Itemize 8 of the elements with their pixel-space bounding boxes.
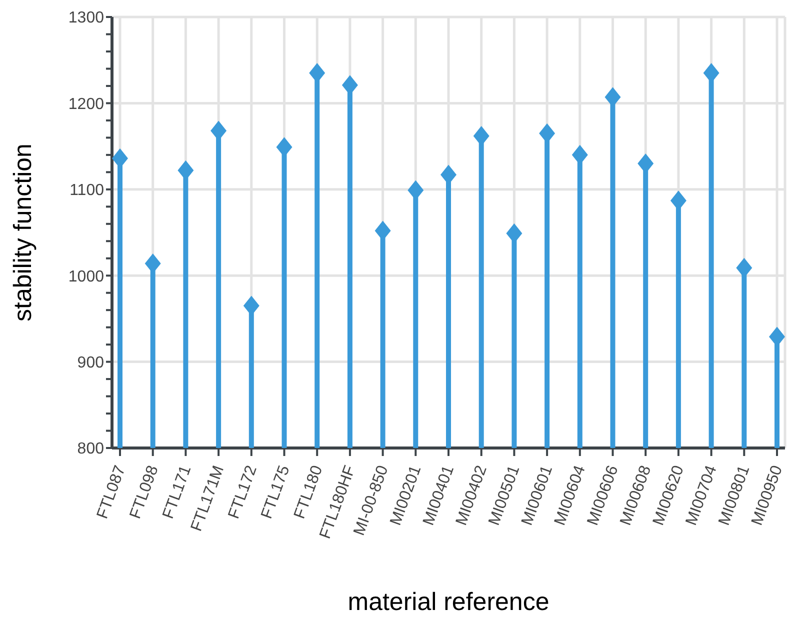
y-tick-label: 1300 [68,10,104,27]
y-tick-label: 1000 [68,268,104,286]
x-axis-title: material reference [348,588,550,616]
y-tick-label: 900 [77,354,104,372]
y-tick-label: 1200 [68,96,104,113]
y-axis-title: stability function [8,144,37,322]
y-tick-label: 800 [77,440,104,458]
y-tick-label: 1100 [70,182,104,200]
